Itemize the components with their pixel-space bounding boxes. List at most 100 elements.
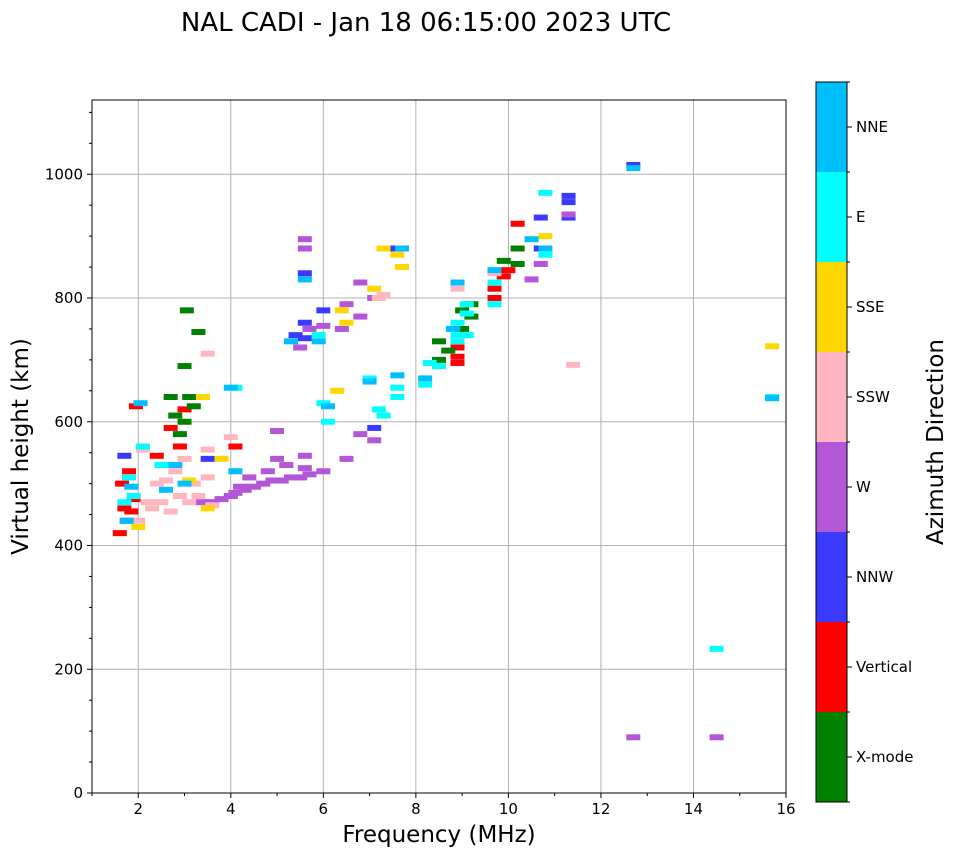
series-vertical: [112, 220, 525, 537]
echo-point: [450, 279, 465, 286]
colorbar-tick-label: X-mode: [856, 748, 913, 766]
echo-point: [496, 273, 511, 280]
echo-point: [376, 245, 391, 252]
echo-point: [709, 734, 724, 741]
echo-point: [320, 403, 335, 410]
echo-point: [390, 372, 405, 379]
echo-point: [168, 468, 183, 475]
y-tick-label: 400: [54, 537, 83, 555]
echo-point: [487, 285, 502, 292]
echo-point: [293, 474, 308, 481]
echo-point: [126, 496, 141, 503]
echo-point: [297, 319, 312, 326]
colorbar-tick-label: SSE: [856, 298, 885, 316]
echo-point: [626, 165, 641, 172]
colorbar-segment: [816, 712, 847, 802]
echo-point: [316, 468, 331, 475]
echo-point: [140, 499, 155, 506]
colorbar-tick-label: NNW: [856, 568, 893, 586]
echo-point: [191, 329, 206, 336]
echo-point: [283, 338, 298, 345]
echo-point: [566, 361, 581, 368]
x-tick-label: 8: [411, 800, 421, 818]
echo-point: [464, 313, 479, 320]
echo-point: [149, 452, 164, 459]
echo-point: [311, 332, 326, 339]
chart-title: NAL CADI - Jan 18 06:15:00 2023 UTC: [181, 8, 671, 38]
x-tick-label: 12: [591, 800, 610, 818]
echo-point: [501, 267, 516, 274]
echo-point: [316, 307, 331, 314]
colorbar-tick-label: W: [856, 478, 871, 496]
echo-point: [339, 301, 354, 308]
echo-point: [186, 480, 201, 487]
echo-point: [237, 486, 252, 493]
echo-point: [367, 424, 382, 431]
echo-point: [445, 325, 460, 332]
y-tick-label: 800: [54, 289, 83, 307]
echo-point: [117, 499, 132, 506]
echo-point: [228, 468, 243, 475]
echo-point: [126, 493, 141, 499]
plot-area: 2 4 6 8 10 12 14 16 0 200 400 600 800 1000: [45, 99, 796, 818]
x-tick-label: 4: [226, 800, 236, 818]
echo-point: [163, 394, 178, 400]
echo-point: [297, 270, 312, 277]
echo-point: [320, 418, 335, 425]
echo-point: [200, 474, 215, 481]
echo-point: [124, 508, 139, 515]
echo-point: [196, 499, 211, 506]
echo-point: [149, 480, 164, 487]
echo-point: [538, 251, 553, 258]
echo-point: [179, 307, 194, 314]
colorbar-segment: [816, 262, 847, 352]
echo-point: [228, 489, 243, 496]
colorbar-tick-label: NNE: [856, 118, 888, 136]
echo-point: [510, 220, 525, 227]
echo-point: [133, 400, 148, 407]
series-nne: [119, 165, 780, 524]
echo-point: [223, 434, 238, 441]
echo-point: [362, 375, 377, 382]
echo-point: [297, 335, 312, 342]
echo-point: [561, 192, 576, 199]
colorbar-segment: [816, 442, 847, 532]
echo-point: [394, 264, 409, 271]
echo-point: [242, 474, 257, 481]
echo-point: [487, 295, 502, 301]
echo-point: [316, 400, 331, 407]
echo-point: [260, 468, 275, 475]
echo-point: [115, 480, 130, 487]
echo-point: [288, 332, 303, 339]
plot-background: [92, 100, 786, 793]
echo-point: [455, 307, 470, 314]
data-marks: [112, 161, 780, 741]
colorbar-segment: [816, 172, 847, 262]
echo-point: [163, 508, 178, 515]
echo-point: [450, 332, 465, 339]
echo-point: [119, 517, 134, 524]
echo-point: [353, 313, 368, 320]
echo-point: [441, 347, 456, 354]
echo-point: [626, 161, 641, 168]
echo-point: [302, 325, 317, 332]
echo-point: [487, 270, 502, 277]
echo-point: [538, 189, 553, 196]
echo-point: [131, 517, 146, 524]
echo-point: [246, 483, 261, 490]
echo-point: [432, 356, 446, 363]
echo-point: [172, 443, 187, 450]
echo-point: [177, 480, 192, 487]
x-tick-label: 16: [776, 800, 795, 818]
echo-point: [765, 343, 780, 350]
echo-point: [205, 499, 220, 506]
echo-point: [371, 295, 386, 301]
echo-point: [353, 279, 368, 286]
echo-point: [270, 455, 285, 462]
echo-point: [168, 462, 183, 469]
echo-point: [330, 387, 345, 394]
echo-point: [177, 455, 192, 462]
echo-point: [450, 359, 465, 366]
echo-point: [353, 431, 368, 438]
